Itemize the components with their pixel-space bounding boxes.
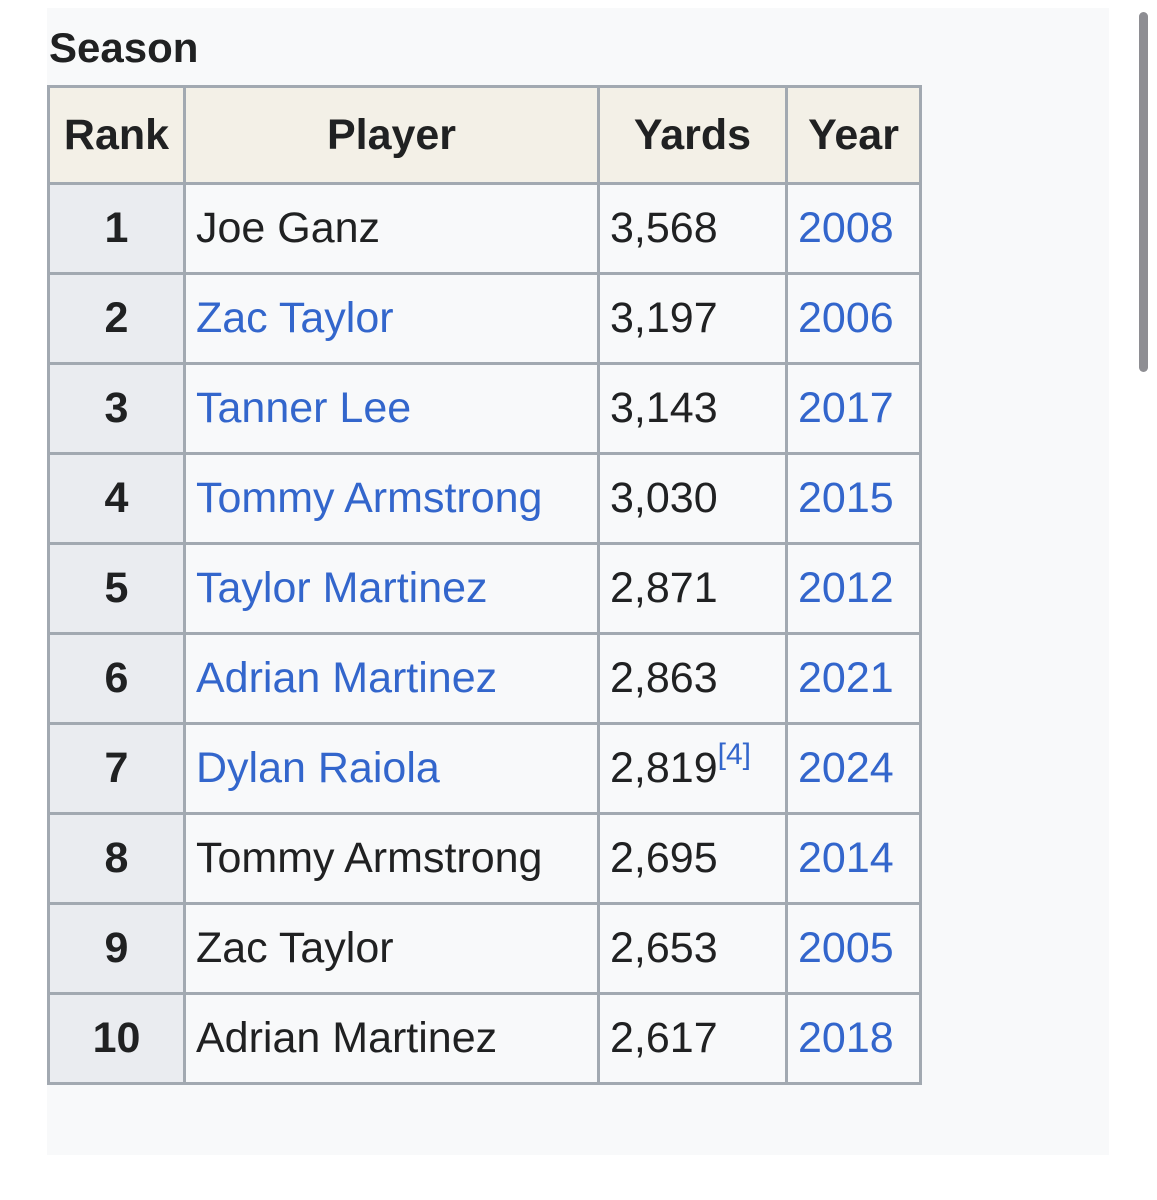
table-row: 8 Tommy Armstrong 2,695 2014 <box>47 812 922 905</box>
player-cell: Joe Ganz <box>183 182 600 275</box>
yards-cell: 3,568 <box>597 182 788 275</box>
year-cell: 2006 <box>785 272 922 365</box>
year-cell: 2024 <box>785 722 922 815</box>
yards-cell: 2,863 <box>597 632 788 725</box>
yards-cell: 2,653 <box>597 902 788 995</box>
year-link[interactable]: 2006 <box>798 294 894 342</box>
column-header-player[interactable]: Player <box>183 85 600 185</box>
year-link[interactable]: 2014 <box>798 834 894 882</box>
rank-cell: 4 <box>47 452 186 545</box>
rank-cell: 5 <box>47 542 186 635</box>
table-row: 6 Adrian Martinez 2,863 2021 <box>47 632 922 725</box>
column-header-year[interactable]: Year <box>785 85 922 185</box>
year-link[interactable]: 2005 <box>798 924 894 972</box>
player-link[interactable]: Taylor Martinez <box>196 564 488 612</box>
table-header-row: Rank Player Yards Year <box>47 85 922 185</box>
scrollbar-thumb[interactable] <box>1139 12 1148 372</box>
table-row: 2 Zac Taylor 3,197 2006 <box>47 272 922 365</box>
year-link[interactable]: 2008 <box>798 204 894 252</box>
player-link[interactable]: Adrian Martinez <box>196 654 498 702</box>
table-row: 1 Joe Ganz 3,568 2008 <box>47 182 922 275</box>
year-cell: 2018 <box>785 992 922 1085</box>
year-cell: 2014 <box>785 812 922 905</box>
player-cell: Dylan Raiola <box>183 722 600 815</box>
yards-value: 2,653 <box>610 924 718 972</box>
player-link[interactable]: Tommy Armstrong <box>196 474 543 522</box>
column-header-yards[interactable]: Yards <box>597 85 788 185</box>
table-row: 9 Zac Taylor 2,653 2005 <box>47 902 922 995</box>
yards-value: 3,143 <box>610 384 718 432</box>
rank-cell: 6 <box>47 632 186 725</box>
yards-cell: 2,819[4] <box>597 722 788 815</box>
yards-cell: 3,143 <box>597 362 788 455</box>
yards-cell: 3,030 <box>597 452 788 545</box>
player-name: Tommy Armstrong <box>196 834 543 882</box>
year-cell: 2015 <box>785 452 922 545</box>
yards-value: 2,819 <box>610 744 718 792</box>
year-cell: 2017 <box>785 362 922 455</box>
year-cell: 2012 <box>785 542 922 635</box>
column-header-rank[interactable]: Rank <box>47 85 186 185</box>
year-cell: 2005 <box>785 902 922 995</box>
year-link[interactable]: 2017 <box>798 384 894 432</box>
passing-yards-table: Rank Player Yards Year 1 Joe Ganz 3,568 200… <box>47 85 922 1085</box>
yards-value: 3,568 <box>610 204 718 252</box>
yards-cell: 2,871 <box>597 542 788 635</box>
reference-link[interactable]: [4] <box>717 738 751 771</box>
rank-cell: 9 <box>47 902 186 995</box>
year-link[interactable]: 2018 <box>798 1014 894 1062</box>
player-cell: Taylor Martinez <box>183 542 600 635</box>
table-row: 3 Tanner Lee 3,143 2017 <box>47 362 922 455</box>
yards-value: 2,617 <box>610 1014 718 1062</box>
table-body: 1 Joe Ganz 3,568 2008 2 Zac Taylor 3,197 2006 3 T… <box>47 182 922 1085</box>
player-cell: Zac Taylor <box>183 272 600 365</box>
year-link[interactable]: 2021 <box>798 654 894 702</box>
section-title: Season <box>49 24 199 71</box>
yards-cell: 3,197 <box>597 272 788 365</box>
player-link[interactable]: Zac Taylor <box>196 294 394 342</box>
rank-cell: 7 <box>47 722 186 815</box>
yards-value: 2,695 <box>610 834 718 882</box>
yards-cell: 2,695 <box>597 812 788 905</box>
table-row: 5 Taylor Martinez 2,871 2012 <box>47 542 922 635</box>
player-link[interactable]: Dylan Raiola <box>196 744 440 792</box>
rank-cell: 8 <box>47 812 186 905</box>
yards-cell: 2,617 <box>597 992 788 1085</box>
table-row: 10 Adrian Martinez 2,617 2018 <box>47 992 922 1085</box>
yards-value: 3,030 <box>610 474 718 522</box>
year-link[interactable]: 2015 <box>798 474 894 522</box>
player-cell: Tommy Armstrong <box>183 812 600 905</box>
player-cell: Adrian Martinez <box>183 632 600 725</box>
rank-cell: 10 <box>47 992 186 1085</box>
year-link[interactable]: 2024 <box>798 744 894 792</box>
player-cell: Adrian Martinez <box>183 992 600 1085</box>
player-cell: Zac Taylor <box>183 902 600 995</box>
year-link[interactable]: 2012 <box>798 564 894 612</box>
player-cell: Tanner Lee <box>183 362 600 455</box>
yards-value: 2,863 <box>610 654 718 702</box>
player-link[interactable]: Tanner Lee <box>196 384 412 432</box>
rank-cell: 1 <box>47 182 186 275</box>
year-cell: 2008 <box>785 182 922 275</box>
year-cell: 2021 <box>785 632 922 725</box>
player-name: Zac Taylor <box>196 924 394 972</box>
player-name: Adrian Martinez <box>196 1014 498 1062</box>
rank-cell: 2 <box>47 272 186 365</box>
player-cell: Tommy Armstrong <box>183 452 600 545</box>
table-row: 4 Tommy Armstrong 3,030 2015 <box>47 452 922 545</box>
yards-value: 3,197 <box>610 294 718 342</box>
player-name: Joe Ganz <box>196 204 381 252</box>
yards-value: 2,871 <box>610 564 718 612</box>
rank-cell: 3 <box>47 362 186 455</box>
table-row: 7 Dylan Raiola 2,819[4] 2024 <box>47 722 922 815</box>
